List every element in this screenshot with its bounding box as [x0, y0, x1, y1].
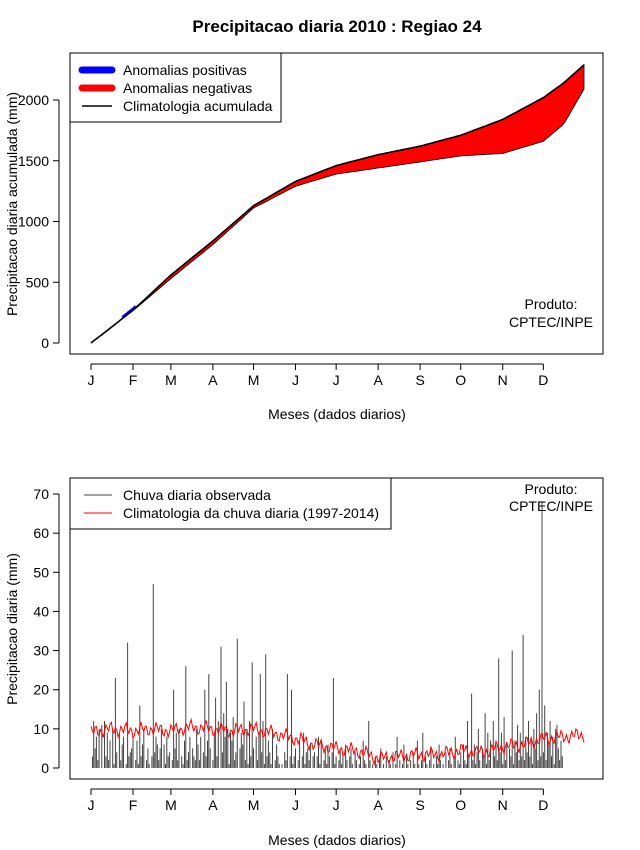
- y-tick-label: 20: [33, 682, 49, 698]
- x-tick-label: F: [129, 372, 138, 388]
- x-tick-label: M: [165, 372, 177, 388]
- y-tick-label: 40: [33, 603, 49, 619]
- x-tick-label: S: [415, 372, 424, 388]
- x-tick-label: J: [333, 372, 340, 388]
- y-tick-label: 60: [33, 525, 49, 541]
- y-tick-label: 50: [33, 564, 49, 580]
- legend: Anomalias positivas Anomalias negativas …: [69, 52, 282, 123]
- plot-frame: [69, 52, 604, 355]
- y-tick-label: 2000: [18, 92, 49, 108]
- y-tick-label: 30: [33, 643, 49, 659]
- y-axis-label: Precipitacao diaria acumulada (mm): [4, 92, 20, 316]
- annotation-source: CPTEC/INPE: [509, 314, 593, 330]
- y-tick-label: 0: [41, 760, 49, 776]
- x-tick-label: A: [208, 797, 218, 813]
- x-tick-label: F: [129, 797, 138, 813]
- legend-label-observed: Chuva diaria observada: [123, 487, 271, 503]
- x-tick-label: O: [455, 372, 466, 388]
- y-tick-label: 0: [41, 335, 49, 351]
- x-tick-label: D: [538, 372, 548, 388]
- legend-box: [69, 477, 392, 530]
- x-tick-label: S: [415, 797, 424, 813]
- x-axis-label: Meses (dados diarios): [268, 406, 406, 422]
- legend-label-climatology: Climatologia acumulada: [123, 98, 273, 114]
- daily-chart: 0 10 20 30 40 50 60 70 J F M A M J J A S O N D Meses (dado…: [4, 477, 604, 848]
- x-tick-label: J: [333, 797, 340, 813]
- y-tick-label: 1500: [18, 153, 49, 169]
- x-tick-label: A: [373, 372, 383, 388]
- climatology-daily-line: [90, 717, 585, 767]
- x-tick-label: M: [165, 797, 177, 813]
- x-tick-label: M: [248, 372, 260, 388]
- positive-anomaly-area: [121, 305, 137, 319]
- legend-label-climatology: Climatologia da chuva diaria (1997-2014): [123, 505, 379, 521]
- x-tick-label: D: [538, 797, 548, 813]
- x-tick-label: A: [373, 797, 383, 813]
- annotation-produto: Produto:: [525, 481, 578, 497]
- y-axis-label: Precipitacao diaria (mm): [4, 553, 20, 705]
- annotation-produto: Produto:: [525, 296, 578, 312]
- x-tick-label: J: [88, 372, 95, 388]
- cumulative-chart: 0 500 1000 1500 2000 J F M A M J J A S O N D Meses (dad…: [4, 52, 604, 422]
- y-tick-label: 500: [26, 274, 50, 290]
- y-tick-label: 10: [33, 721, 49, 737]
- annotation-source: CPTEC/INPE: [509, 498, 593, 514]
- y-axis: 0 500 1000 1500 2000: [18, 92, 60, 351]
- x-tick-label: J: [88, 797, 95, 813]
- climatology-cumulative-line: [90, 64, 585, 344]
- observed-bars: [91, 501, 563, 768]
- x-tick-label: J: [292, 372, 299, 388]
- x-tick-label: N: [498, 372, 508, 388]
- x-tick-label: O: [455, 797, 466, 813]
- x-tick-label: J: [292, 797, 299, 813]
- x-axis-label: Meses (dados diarios): [268, 832, 406, 848]
- x-tick-label: A: [208, 372, 218, 388]
- y-tick-label: 1000: [18, 214, 49, 230]
- x-tick-label: N: [498, 797, 508, 813]
- y-axis: 0 10 20 30 40 50 60 70: [33, 486, 60, 776]
- legend: Chuva diaria observada Climatologia da c…: [69, 477, 392, 530]
- chart-title: Precipitacao diaria 2010 : Regiao 24: [192, 17, 482, 36]
- y-tick-label: 70: [33, 486, 49, 502]
- legend-label-positive: Anomalias positivas: [123, 62, 247, 78]
- x-tick-label: M: [248, 797, 260, 813]
- legend-label-negative: Anomalias negativas: [123, 80, 252, 96]
